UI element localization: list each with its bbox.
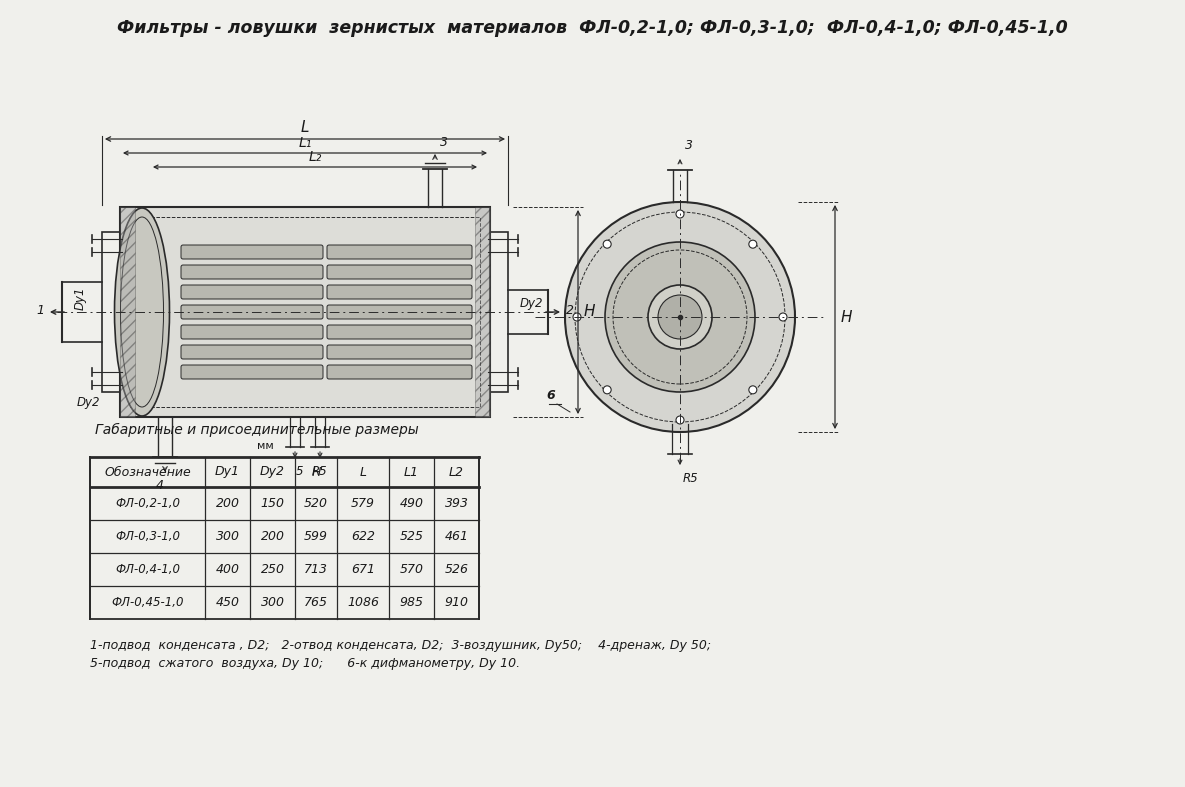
Text: 1: 1 [36, 304, 44, 316]
FancyBboxPatch shape [181, 345, 324, 359]
Text: 3: 3 [440, 136, 448, 149]
Bar [475, 207, 491, 417]
Text: ФЛ-0,3-1,0: ФЛ-0,3-1,0 [115, 530, 180, 543]
Text: R5: R5 [312, 465, 328, 478]
Text: H: H [312, 465, 321, 478]
FancyBboxPatch shape [327, 305, 472, 319]
Text: Dу2: Dу2 [260, 465, 286, 478]
Text: 400: 400 [216, 563, 239, 576]
Bar [130, 217, 480, 407]
FancyBboxPatch shape [327, 245, 472, 259]
Text: 4: 4 [156, 479, 164, 492]
Text: 520: 520 [305, 497, 328, 510]
Circle shape [779, 313, 787, 321]
Text: H: H [584, 305, 596, 320]
Text: 622: 622 [351, 530, 374, 543]
FancyBboxPatch shape [181, 365, 324, 379]
Text: 2: 2 [566, 304, 574, 316]
Text: 985: 985 [399, 596, 423, 609]
Text: ФЛ-0,45-1,0: ФЛ-0,45-1,0 [111, 596, 184, 609]
Text: 5-подвод  сжатого  воздуха, Dу 10;      6-к дифманометру, Dу 10.: 5-подвод сжатого воздуха, Dу 10; 6-к диф… [90, 657, 520, 670]
Text: R5: R5 [683, 472, 699, 485]
Circle shape [675, 210, 684, 218]
Text: 200: 200 [261, 530, 284, 543]
Text: 910: 910 [444, 596, 468, 609]
Circle shape [565, 202, 795, 432]
Text: 250: 250 [261, 563, 284, 576]
Text: 300: 300 [216, 530, 239, 543]
Bar [120, 207, 135, 417]
Text: L₂: L₂ [308, 150, 321, 164]
FancyBboxPatch shape [181, 245, 324, 259]
Circle shape [606, 242, 755, 392]
Text: Обозначение: Обозначение [104, 465, 191, 478]
Text: L1: L1 [404, 465, 419, 478]
Text: ФЛ-0,4-1,0: ФЛ-0,4-1,0 [115, 563, 180, 576]
Text: 671: 671 [351, 563, 374, 576]
Text: Dу2: Dу2 [77, 396, 100, 409]
Text: 1-подвод  конденсата , D2;   2-отвод конденсата, D2;  3-воздушник, Dу50;    4-др: 1-подвод конденсата , D2; 2-отвод конден… [90, 639, 711, 652]
Text: 599: 599 [305, 530, 328, 543]
FancyBboxPatch shape [181, 285, 324, 299]
FancyBboxPatch shape [181, 265, 324, 279]
FancyBboxPatch shape [181, 305, 324, 319]
Bar [102, 232, 120, 392]
FancyBboxPatch shape [327, 265, 472, 279]
FancyBboxPatch shape [327, 345, 472, 359]
Text: 525: 525 [399, 530, 423, 543]
Text: 570: 570 [399, 563, 423, 576]
Text: ФЛ-0,2-1,0: ФЛ-0,2-1,0 [115, 497, 180, 510]
Circle shape [749, 386, 757, 394]
Text: Габаритные и присоединительные размеры: Габаритные и присоединительные размеры [95, 423, 418, 437]
Circle shape [603, 386, 611, 394]
Text: L2: L2 [449, 465, 465, 478]
Text: 150: 150 [261, 497, 284, 510]
FancyBboxPatch shape [327, 285, 472, 299]
Text: Dу1: Dу1 [214, 465, 241, 478]
Text: 461: 461 [444, 530, 468, 543]
Text: 1086: 1086 [347, 596, 379, 609]
Text: 300: 300 [261, 596, 284, 609]
Circle shape [603, 240, 611, 248]
Text: 393: 393 [444, 497, 468, 510]
Circle shape [574, 313, 581, 321]
Text: H: H [841, 309, 852, 324]
Text: 713: 713 [305, 563, 328, 576]
FancyBboxPatch shape [327, 365, 472, 379]
Text: Dу2: Dу2 [520, 297, 544, 310]
Bar [120, 207, 491, 417]
Text: L: L [359, 465, 366, 478]
Text: 5: 5 [296, 465, 303, 478]
Circle shape [675, 416, 684, 424]
Text: L: L [301, 120, 309, 135]
Text: мм: мм [257, 441, 274, 451]
Text: 765: 765 [305, 596, 328, 609]
Circle shape [648, 285, 712, 349]
Circle shape [749, 240, 757, 248]
Text: 200: 200 [216, 497, 239, 510]
Text: Фильтры - ловушки  зернистых  материалов  ФЛ-0,2-1,0; ФЛ-0,3-1,0;  ФЛ-0,4-1,0; Ф: Фильтры - ловушки зернистых материалов Ф… [116, 19, 1068, 37]
Circle shape [658, 295, 702, 339]
Text: 6: 6 [546, 389, 555, 402]
FancyBboxPatch shape [327, 325, 472, 339]
Bar [491, 232, 508, 392]
Text: Dу1: Dу1 [73, 286, 87, 310]
FancyBboxPatch shape [181, 325, 324, 339]
Ellipse shape [115, 208, 169, 416]
Text: 450: 450 [216, 596, 239, 609]
Text: 490: 490 [399, 497, 423, 510]
Text: L₁: L₁ [299, 136, 312, 150]
Text: 579: 579 [351, 497, 374, 510]
Text: 3: 3 [685, 139, 693, 152]
Text: 526: 526 [444, 563, 468, 576]
